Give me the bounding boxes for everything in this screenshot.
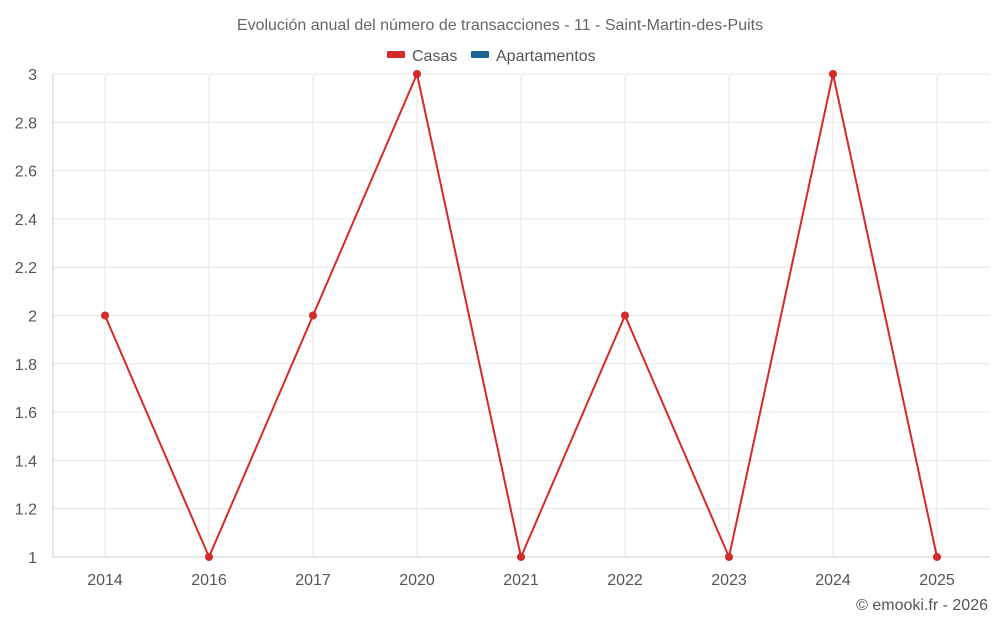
chart-title: Evolución anual del número de transaccio…	[237, 17, 763, 34]
y-tick-label: 1.6	[15, 405, 37, 422]
x-tick-label: 2017	[295, 572, 331, 589]
data-point	[205, 553, 213, 561]
y-tick-label: 2.8	[15, 115, 37, 132]
data-point	[933, 553, 941, 561]
x-tick-label: 2021	[503, 572, 539, 589]
legend-swatch-apartamentos	[471, 51, 489, 58]
y-tick-label: 1.8	[15, 357, 37, 374]
data-point	[621, 311, 629, 320]
x-tick-label: 2016	[191, 572, 227, 589]
series-lines	[101, 70, 941, 561]
x-tick-label: 2020	[399, 572, 435, 589]
credit-text: © emooki.fr - 2026	[856, 597, 988, 614]
legend: Casas Apartamentos	[387, 48, 596, 65]
y-tick-label: 2.2	[15, 260, 37, 277]
y-tick-label: 2.4	[15, 212, 37, 229]
y-tick-label: 2	[28, 309, 37, 326]
legend-label-casas: Casas	[412, 48, 457, 65]
data-point	[413, 70, 421, 78]
legend-item-apartamentos[interactable]: Apartamentos	[471, 48, 596, 65]
y-tick-label: 2.6	[15, 164, 37, 181]
y-tick-label: 1.2	[15, 502, 37, 519]
data-point	[829, 70, 837, 78]
y-tick-label: 1	[28, 550, 37, 567]
data-point	[101, 311, 109, 320]
tick-labels: 1 1.2 1.4 1.6 1.8 2 2.2 2.4 2.6 2.8 3 2014 2016 2017 2…	[15, 67, 955, 589]
data-point	[517, 553, 525, 561]
legend-item-casas[interactable]: Casas	[387, 48, 457, 65]
legend-swatch-casas	[387, 51, 405, 58]
y-tick-label: 1.4	[15, 453, 37, 470]
x-tick-label: 2014	[87, 572, 123, 589]
data-point	[725, 553, 733, 561]
x-tick-label: 2025	[919, 572, 955, 589]
x-tick-label: 2023	[711, 572, 747, 589]
x-tick-label: 2024	[815, 572, 851, 589]
x-tick-label: 2022	[607, 572, 643, 589]
data-point	[309, 311, 317, 320]
y-tick-label: 3	[28, 67, 37, 84]
legend-label-apartamentos: Apartamentos	[496, 48, 596, 65]
